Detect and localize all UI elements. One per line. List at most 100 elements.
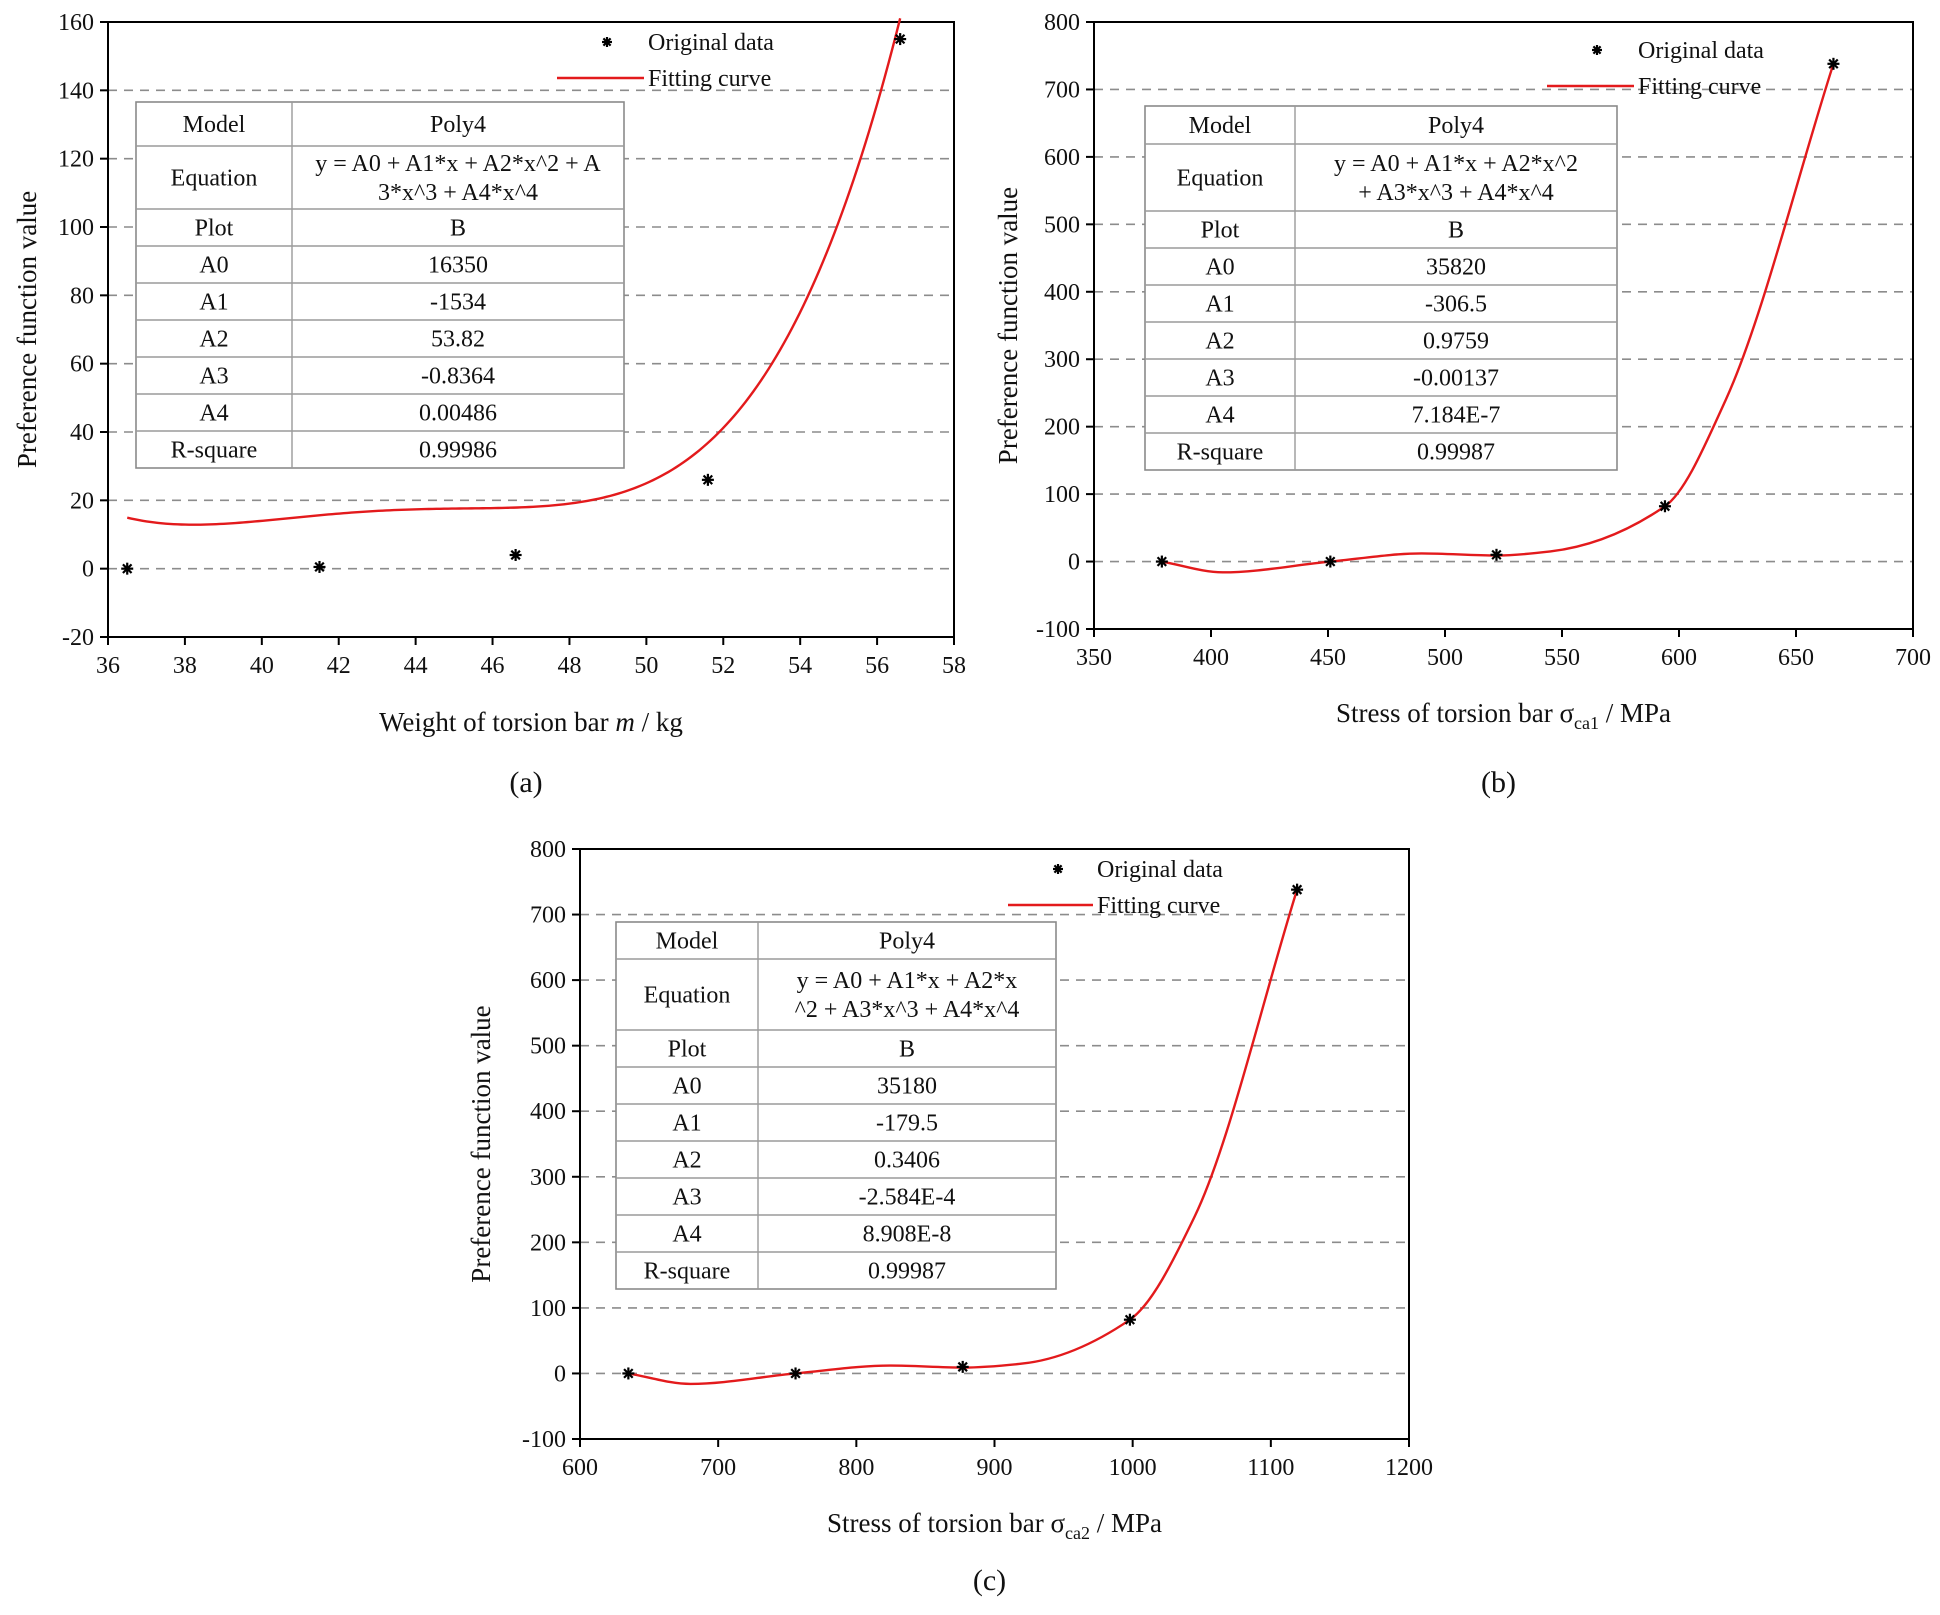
chart-2-data-point-3 [1123,1313,1136,1326]
chart-1-ytick-label-3: 200 [1044,415,1080,441]
chart-1-ytick-label-8: 700 [1044,77,1080,103]
chart-2-ytick-label-8: 700 [530,903,566,929]
chart-0-xtick-label-0: 36 [96,653,120,679]
chart-2-table-value-2: B [899,1037,915,1063]
chart-2-table-label-6: A3 [672,1185,701,1211]
chart-0-table-label-7: A4 [199,401,228,427]
chart-2-ytick-label-6: 500 [530,1034,566,1060]
chart-2-table-value-4: -179.5 [876,1111,938,1137]
chart-2-data-point-2 [956,1360,969,1373]
chart-0-ylabel: Preference function value [12,191,42,468]
chart-1-ytick-label-5: 400 [1044,280,1080,306]
chart-0-fit-table: Model Poly4 Equation y = A0 + A1*x + A2*x^2… [135,101,625,469]
chart-1-table-label-3: A0 [1205,255,1234,281]
chart-0-xtick-label-9: 54 [788,653,812,679]
chart-1-data-point-4 [1827,57,1840,70]
chart-2-ylabel: Preference function value [466,1005,496,1282]
chart-0-table-label-1: Equation [171,166,258,192]
chart-2-ytick-label-2: 100 [530,1296,566,1322]
chart-1-table-label-5: A2 [1205,329,1234,355]
chart-0-table-label-5: A2 [199,327,228,353]
chart-1-ylabel: Preference function value [993,187,1023,464]
chart-2-table-label-2: Plot [668,1037,707,1063]
chart-0-legend-label-0: Original data [648,30,774,56]
chart-1-table-value-6: -0.00137 [1413,366,1499,392]
chart-0-table-label-2: Plot [195,216,234,242]
chart-0-table-value-3: 16350 [428,253,488,279]
chart-0-data-point-4 [894,33,907,46]
chart-2-xtick-label-1: 700 [700,1455,736,1481]
chart-2-data-point-4 [1291,883,1304,896]
chart-1-table-value-3: 35820 [1426,255,1486,281]
chart-2-panel-label: (c) [973,1564,1006,1597]
chart-2-data-point-0 [622,1367,635,1380]
chart-0-xtick-label-10: 56 [865,653,889,679]
chart-2: 600 700 800 900 1000 1100 1200 -100 0 100 200 300 40… [466,837,1433,1597]
chart-1-plot-frame [1093,21,1914,630]
chart-2-table-label-1: Equation [644,983,731,1009]
chart-2-ytick-label-0: -100 [522,1427,566,1453]
chart-0-table-value-1-line-1: 3*x^3 + A4*x^4 [378,180,538,206]
chart-1-data-point-3 [1658,500,1671,513]
chart-1-table-label-8: R-square [1177,440,1264,466]
chart-1-data-point-0 [1155,555,1168,568]
chart-1-table-value-0: Poly4 [1428,113,1484,139]
chart-2-ytick-label-3: 200 [530,1230,566,1256]
chart-0-ytick-label-2: 20 [70,488,94,514]
chart-0-ytick-label-6: 100 [58,215,94,241]
chart-1-table-value-1-line-0: y = A0 + A1*x + A2*x^2 [1334,151,1578,177]
chart-0-table-value-5: 53.82 [431,327,485,353]
chart-1-table-value-1-line-1: + A3*x^3 + A4*x^4 [1358,180,1554,206]
chart-0-legend-marker-icon [602,37,612,47]
chart-1-ytick-label-0: -100 [1036,617,1080,643]
chart-0-table-value-7: 0.00486 [419,401,497,427]
chart-1-xtick-label-2: 450 [1310,645,1346,671]
chart-1-xtick-label-5: 600 [1661,645,1697,671]
chart-2-data-point-1 [789,1367,802,1380]
chart-0-data-point-1 [313,560,326,573]
chart-0-table-label-8: R-square [171,438,258,464]
chart-1: 350 400 450 500 550 600 650 700 -100 0 100 200 300 40… [993,10,1931,799]
chart-1-ytick-label-9: 800 [1044,10,1080,36]
chart-1-ytick-label-7: 600 [1044,145,1080,171]
chart-1-legend-label-0: Original data [1638,38,1764,64]
chart-1-xtick-label-3: 500 [1427,645,1463,671]
chart-1-table-label-2: Plot [1201,218,1240,244]
chart-1-data-point-2 [1490,548,1503,561]
chart-2-xtick-label-6: 1200 [1385,1455,1433,1481]
chart-1-xtick-label-7: 700 [1895,645,1931,671]
chart-2-legend-label-0: Original data [1097,857,1223,883]
chart-1-table-label-4: A1 [1205,292,1234,318]
chart-0-xlabel: Weight of torsion bar m / kg [379,707,683,737]
chart-0-ytick-label-0: -20 [62,625,94,651]
chart-2-legend-label-1: Fitting curve [1097,893,1220,919]
chart-2-ytick-label-9: 800 [530,837,566,863]
chart-1-xtick-label-6: 650 [1778,645,1814,671]
chart-2-table-value-1-line-0: y = A0 + A1*x + A2*x [797,968,1018,994]
chart-1-table-label-0: Model [1189,113,1252,139]
chart-1-legend-label-1: Fitting curve [1638,74,1761,100]
chart-0-table-label-3: A0 [199,253,228,279]
chart-2-xtick-label-4: 1000 [1109,1455,1157,1481]
chart-2-xtick-label-2: 800 [838,1455,874,1481]
chart-0-fitting-curve [126,17,902,526]
chart-0-table-value-4: -1534 [430,290,486,316]
chart-0-data-point-3 [701,473,714,486]
chart-1-table-value-4: -306.5 [1425,292,1487,318]
chart-1-legend: Original data Fitting curve [1547,38,1764,100]
chart-1-fit-table: Model Poly4 Equation y = A0 + A1*x + A2*x^2… [1144,105,1618,471]
chart-2-table-value-7: 8.908E-8 [863,1222,952,1248]
chart-0-table-label-6: A3 [199,364,228,390]
chart-2-table-value-5: 0.3406 [874,1148,940,1174]
chart-2-table-label-0: Model [656,929,719,955]
chart-2-xtick-label-5: 1100 [1247,1455,1294,1481]
chart-0-xtick-label-4: 44 [404,653,428,679]
chart-0-ytick-label-7: 120 [58,147,94,173]
chart-1-xtick-label-0: 350 [1076,645,1112,671]
chart-2-legend: Original data Fitting curve [1008,857,1223,919]
chart-1-fitting-curve [1161,63,1835,574]
chart-0-plot-frame [107,21,955,638]
chart-2-xtick-label-3: 900 [977,1455,1013,1481]
chart-0-data-point-0 [121,562,134,575]
